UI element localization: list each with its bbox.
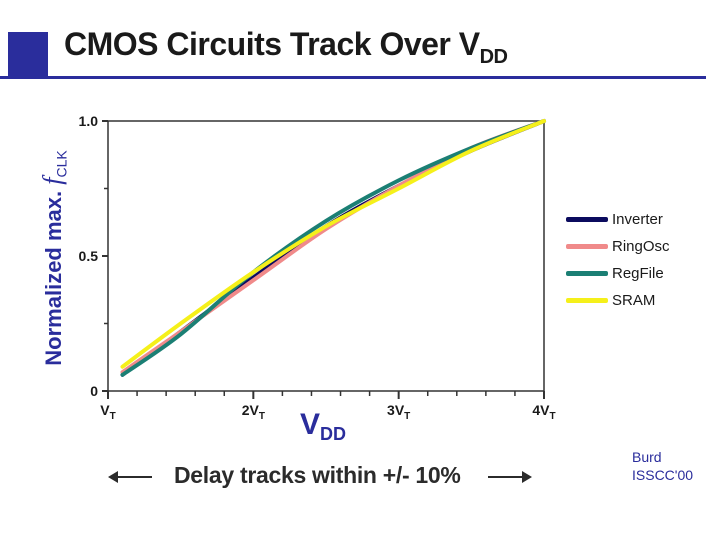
y-axis-label-main: Normalized max. [41,184,66,366]
x-tick-label: 2VT [242,402,265,422]
x-axis-label: VDD [300,408,346,445]
series-line-sram [120,119,546,369]
legend-item-regfile: RegFile [566,260,706,287]
legend-label: Inverter [612,211,663,228]
y-tick-label: 0 [90,383,98,399]
legend-item-ringosc: RingOsc [566,233,706,260]
chart-legend: Inverter RingOsc RegFile SRAM [566,206,706,314]
legend-label: SRAM [612,292,656,309]
y-axis-label: Normalized max. fCLK [38,150,69,365]
x-tick-label: 3VT [387,402,410,422]
x-axis-label-subscript: DD [320,424,347,444]
legend-item-sram: SRAM [566,287,706,314]
y-tick-marks [102,120,108,392]
legend-swatch [566,217,608,222]
right-arrow-icon [488,471,532,483]
y-tick-label: 1.0 [79,113,99,129]
title-accent-square [8,32,48,76]
y-axis-label-f: f [38,177,67,185]
left-arrow-icon [108,471,152,483]
series-lines [120,119,546,377]
legend-label: RegFile [612,265,664,282]
plot-area-frame [107,120,545,392]
legend-item-inverter: Inverter [566,206,706,233]
source-venue: ISSCC'00 [632,467,694,483]
source-citation: Burd ISSCC'00 [632,448,693,484]
series-line-regfile [120,119,546,377]
title-underline-bar [0,76,706,79]
x-tick-labels: VT 2VT 3VT 4VT [100,402,555,422]
legend-swatch [566,298,608,303]
delay-note: Delay tracks within +/- 10% [108,462,532,494]
legend-swatch [566,271,608,276]
source-author: Burd [632,449,662,465]
slide-title-main: CMOS Circuits Track Over V [64,26,480,62]
x-tick-label: VT [100,402,115,422]
x-tick-marks [107,391,545,399]
slide-title: CMOS Circuits Track Over VDD [64,26,508,69]
y-axis-label-subscript: CLK [53,150,70,178]
y-tick-labels: 0 0.5 1.0 [79,113,99,399]
legend-swatch [566,244,608,249]
y-tick-label: 0.5 [79,248,99,264]
x-tick-label: 4VT [532,402,555,422]
legend-label: RingOsc [612,238,670,255]
slide-title-subscript: DD [479,46,508,68]
delay-note-text: Delay tracks within +/- 10% [174,462,461,488]
x-axis-label-main: V [300,408,321,441]
